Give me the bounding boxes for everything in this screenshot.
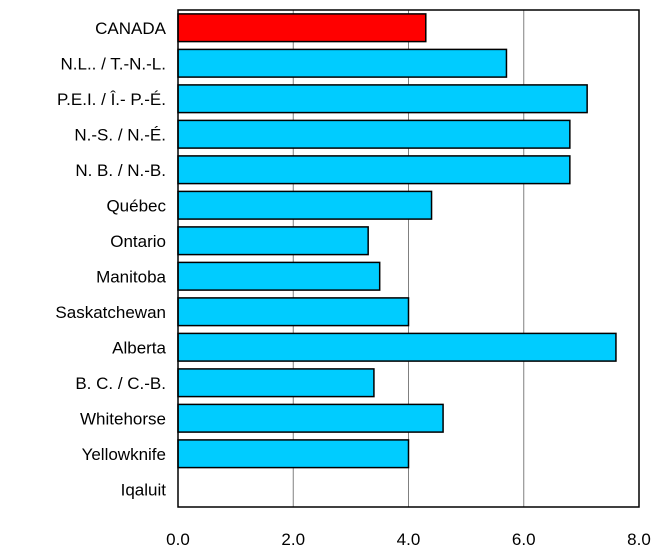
category-label-whitehorse: Whitehorse bbox=[80, 409, 166, 428]
x-tick-label: 2.0 bbox=[281, 530, 305, 549]
category-label-p-e-i-i-p-e: P.E.I. / Î.- P.-É. bbox=[57, 90, 166, 109]
x-tick-label: 4.0 bbox=[397, 530, 421, 549]
bar-canada bbox=[177, 13, 427, 43]
bar-n-b-n-b bbox=[177, 155, 571, 185]
category-label-alberta: Alberta bbox=[112, 338, 166, 357]
category-label-yellowknife: Yellowknife bbox=[82, 445, 166, 464]
bar-n-l-t-n-l bbox=[177, 48, 508, 78]
bars bbox=[177, 13, 617, 469]
category-label-iqaluit: Iqaluit bbox=[121, 480, 167, 499]
category-label-ontario: Ontario bbox=[110, 232, 166, 251]
bar-quebec bbox=[177, 190, 433, 220]
x-tick-label: 0.0 bbox=[166, 530, 190, 549]
x-tick-labels: 0.0 2.0 4.0 6.0 8.0 bbox=[166, 530, 651, 549]
x-tick-label: 8.0 bbox=[627, 530, 651, 549]
category-label-manitoba: Manitoba bbox=[96, 267, 166, 286]
bar-yellowknife bbox=[177, 439, 410, 469]
bar-saskatchewan bbox=[177, 297, 410, 327]
bar-ontario bbox=[177, 226, 369, 256]
category-label-quebec: Québec bbox=[106, 196, 166, 215]
category-labels: CANADA N.L.. / T.-N.-L. P.E.I. / Î.- P.-É.… bbox=[55, 19, 166, 500]
x-tick-label: 6.0 bbox=[512, 530, 536, 549]
plot-frame bbox=[177, 9, 640, 508]
bar-p-e-i-i-p-e bbox=[177, 84, 588, 114]
category-label-n-b-n-b: N. B. / N.-B. bbox=[75, 161, 166, 180]
bar-b-c-c-b bbox=[177, 368, 375, 398]
bar-alberta bbox=[177, 332, 617, 362]
category-label-n-s-n-e: N.-S. / N.-É. bbox=[74, 125, 166, 144]
category-label-n-l-t-n-l: N.L.. / T.-N.-L. bbox=[61, 54, 167, 73]
category-label-canada: CANADA bbox=[95, 19, 167, 38]
bar-n-s-n-e bbox=[177, 119, 571, 149]
category-label-b-c-c-b: B. C. / C.-B. bbox=[75, 374, 166, 393]
bar-manitoba bbox=[177, 261, 381, 291]
category-label-saskatchewan: Saskatchewan bbox=[55, 303, 166, 322]
bar-whitehorse bbox=[177, 403, 444, 433]
